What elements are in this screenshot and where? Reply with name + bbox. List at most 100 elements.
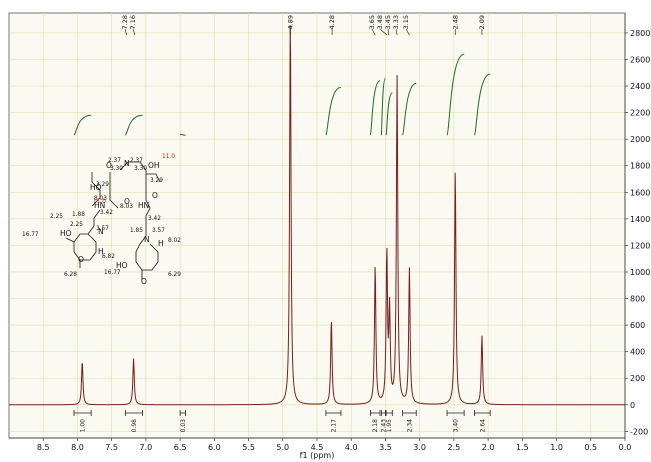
- structure-shift: 2.37: [108, 158, 121, 164]
- integral-curve: [473, 73, 491, 136]
- integral-value: 2.64: [479, 419, 486, 433]
- x-tick-label: 1.0: [550, 443, 563, 452]
- x-tick-label: 7.0: [140, 443, 153, 452]
- spectrum-trace: [9, 25, 625, 406]
- structure-shift: 1.88: [72, 212, 85, 218]
- structure-shift: 1.85: [130, 228, 143, 234]
- integral-curve: [369, 80, 381, 136]
- structure-atom: H: [158, 239, 164, 248]
- y-tick-label: 1200: [630, 241, 650, 250]
- y-tick-label: 0: [630, 401, 635, 410]
- structure-shift: 3.57: [96, 226, 109, 232]
- structure-shift: 8.02: [168, 238, 181, 244]
- structure-shift: 3.29: [96, 182, 109, 188]
- y-tick-label: 1400: [630, 215, 650, 224]
- integral-curve: [402, 82, 417, 136]
- peak-label: 3.15: [402, 15, 410, 29]
- x-axis: 8.5 8.0 7.5 7.0 6.5 6.0 5.5 5.0 4.5 4.0 3.5 3.0 2.5 2…: [9, 437, 632, 452]
- structure-shift: 11.0: [162, 154, 175, 160]
- peak-leader: [132, 28, 136, 36]
- integral-curve: [325, 86, 342, 136]
- y-tick-label: 400: [630, 348, 645, 357]
- integral-curve: [446, 53, 465, 136]
- peak-label-group: 7.28 7.16 4.89 4.28 3.65 3.48 3.45 3.33 3.15 2.48…: [121, 15, 486, 36]
- integral-value: 2.17: [330, 419, 337, 433]
- structure-shift: 3.30: [110, 166, 123, 172]
- structure-atom: N: [98, 227, 104, 236]
- structure-atom: O: [141, 277, 147, 286]
- structure-atom: HO: [60, 229, 72, 238]
- structure-atom: HO: [90, 183, 102, 192]
- peak-label: 4.28: [328, 15, 336, 29]
- peak-label: 2.48: [451, 15, 459, 29]
- peak-label: 3.45: [384, 15, 392, 29]
- x-tick-label: 4.5: [311, 443, 324, 452]
- structure-shift: 6.82: [102, 254, 115, 260]
- structure-atom: H: [98, 247, 104, 256]
- structure-shift: 3.42: [148, 216, 161, 222]
- structure-shift: 6.29: [168, 272, 181, 278]
- x-tick-label: 5.5: [242, 443, 255, 452]
- peak-label: 7.28: [121, 15, 129, 29]
- x-tick-label: 0.5: [584, 443, 597, 452]
- integral-curve: [73, 114, 92, 136]
- x-tick-label: 6.0: [208, 443, 221, 452]
- x-tick-label: 7.5: [105, 443, 118, 452]
- y-tick-label: 1800: [630, 162, 650, 171]
- y-tick-label: 600: [630, 321, 645, 330]
- peak-leader: [371, 28, 376, 36]
- y-axis: 2800260024002200200018001600140012001000…: [624, 13, 650, 438]
- x-tick-label: 8.0: [71, 443, 84, 452]
- x-tick-label: 1.5: [516, 443, 529, 452]
- y-tick-label: 2000: [630, 135, 650, 144]
- peak-label: 3.65: [368, 15, 376, 29]
- y-tick-label: 2600: [630, 55, 650, 64]
- peak-label: 2.09: [478, 15, 486, 29]
- integral-curves: [73, 53, 491, 136]
- structure-shift: 3.57: [152, 228, 165, 234]
- molecule-structure: [65, 161, 161, 280]
- structure-atom: HO: [116, 261, 128, 270]
- structure-shift: 6.28: [64, 272, 77, 278]
- y-tick-label: 800: [630, 295, 645, 304]
- structure-atom: O: [106, 161, 112, 170]
- y-tick-label: -200: [630, 427, 648, 436]
- peak-leader: [379, 28, 388, 36]
- x-axis-label: f1 (ppm): [300, 451, 335, 460]
- integral-value: 0.98: [131, 419, 138, 433]
- structure-shift: 2.25: [50, 214, 63, 220]
- structure-shift: 8.03: [94, 196, 107, 202]
- structure-shift: 11.0: [93, 199, 106, 205]
- structure-shift: 16.77: [22, 232, 39, 238]
- structure-atom: O: [152, 191, 158, 200]
- peak-label: 3.33: [392, 15, 400, 29]
- structure-atom: HN: [138, 201, 149, 210]
- integral-value: 1.95: [386, 419, 393, 433]
- structure-shift: 3.42: [100, 210, 113, 216]
- integral-value: 2.43: [380, 419, 387, 433]
- integral-value: 0.03: [180, 419, 187, 433]
- integral-curve: [385, 92, 393, 136]
- integral-value: 3.40: [453, 419, 460, 433]
- peak-leader: [395, 28, 398, 36]
- y-tick-label: 1600: [630, 188, 650, 197]
- y-tick-label: 2800: [630, 29, 650, 38]
- x-tick-label: 4.0: [345, 443, 358, 452]
- structure-shift: 3.30: [134, 166, 147, 172]
- structure-atom: HN: [94, 201, 105, 210]
- peak-leader: [405, 28, 410, 36]
- peak-label: 7.16: [129, 15, 137, 29]
- integral-curve: [124, 114, 143, 136]
- peak-leader: [387, 28, 390, 36]
- integral-value: 2.34: [406, 419, 413, 433]
- structure-atom: O: [124, 197, 130, 206]
- x-tick-label: 5.0: [276, 443, 289, 452]
- x-tick-label: 8.5: [37, 443, 50, 452]
- structure-shift: 2.37: [130, 158, 143, 164]
- structure-atom: N: [124, 159, 130, 168]
- x-tick-label: 0.0: [619, 443, 632, 452]
- integral-curve: [179, 133, 186, 136]
- x-tick-label: 6.5: [174, 443, 187, 452]
- x-tick-label: 2.0: [482, 443, 495, 452]
